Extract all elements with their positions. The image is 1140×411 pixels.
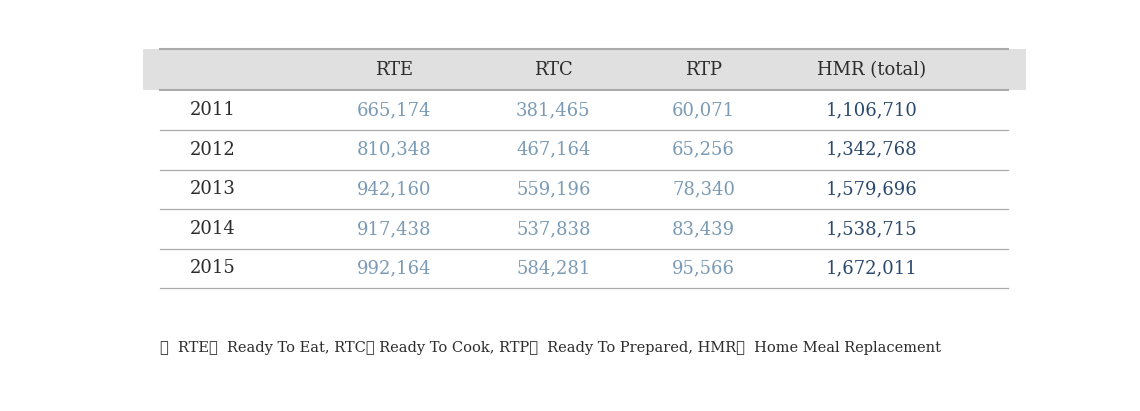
Text: 584,281: 584,281: [516, 259, 591, 277]
Text: ※  RTE：  Ready To Eat, RTC： Ready To Cook, RTP：  Ready To Prepared, HMR：  Home M: ※ RTE： Ready To Eat, RTC： Ready To Cook,…: [160, 342, 942, 356]
Text: 2011: 2011: [190, 101, 236, 119]
Text: 95,566: 95,566: [671, 259, 735, 277]
Text: RTP: RTP: [685, 61, 722, 79]
Text: 2014: 2014: [190, 220, 236, 238]
Text: RTE: RTE: [375, 61, 414, 79]
Text: HMR (total): HMR (total): [817, 61, 926, 79]
Text: 65,256: 65,256: [673, 141, 735, 159]
Text: 1,672,011: 1,672,011: [825, 259, 918, 277]
Text: 2015: 2015: [190, 259, 236, 277]
Text: 467,164: 467,164: [516, 141, 591, 159]
FancyBboxPatch shape: [142, 49, 1026, 90]
Text: 1,579,696: 1,579,696: [825, 180, 918, 199]
Text: RTC: RTC: [534, 61, 572, 79]
Text: 78,340: 78,340: [671, 180, 735, 199]
Text: 83,439: 83,439: [671, 220, 735, 238]
Text: 992,164: 992,164: [357, 259, 432, 277]
Text: 559,196: 559,196: [516, 180, 591, 199]
Text: 1,106,710: 1,106,710: [825, 101, 918, 119]
Text: 1,342,768: 1,342,768: [825, 141, 918, 159]
Text: 2013: 2013: [190, 180, 236, 199]
Text: 665,174: 665,174: [357, 101, 431, 119]
Text: 1,538,715: 1,538,715: [825, 220, 918, 238]
Text: 381,465: 381,465: [516, 101, 591, 119]
Text: 917,438: 917,438: [357, 220, 432, 238]
Text: 60,071: 60,071: [671, 101, 735, 119]
Text: 942,160: 942,160: [357, 180, 432, 199]
Text: 810,348: 810,348: [357, 141, 432, 159]
Text: 537,838: 537,838: [516, 220, 591, 238]
Text: 2012: 2012: [190, 141, 236, 159]
